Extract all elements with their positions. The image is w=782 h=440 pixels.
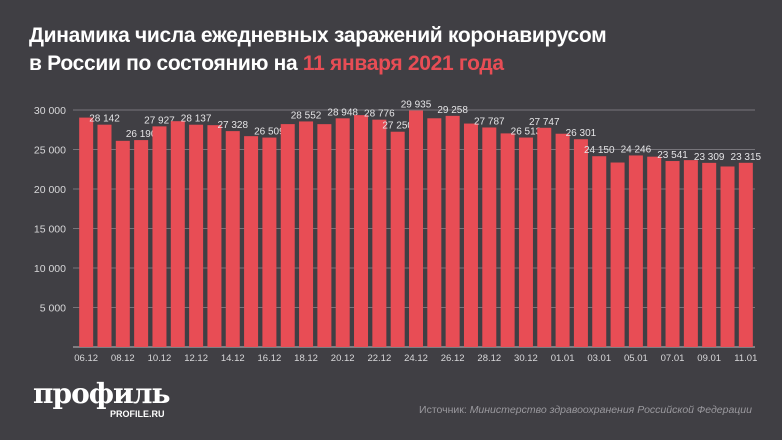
data-label: 26 190 [126, 129, 157, 140]
bar-03.01 [592, 156, 607, 347]
title-line-2: в России по состоянию на [29, 52, 303, 75]
data-label: 28 142 [89, 114, 120, 125]
bar-13.12 [207, 125, 222, 347]
bar-11.01 [738, 162, 753, 347]
data-label: 23 541 [657, 150, 688, 161]
x-tick-label: 14.12 [221, 353, 245, 364]
bar-07.12 [97, 124, 112, 348]
bar-26.12 [445, 115, 460, 347]
bar-14.12 [225, 131, 240, 347]
x-tick-label: 16.12 [258, 353, 282, 364]
data-label: 27 787 [474, 116, 505, 127]
y-tick-label: 10 000 [34, 263, 66, 275]
bar-21.12 [354, 115, 369, 347]
bar-29.12 [500, 133, 515, 347]
data-label: 29 935 [401, 100, 432, 111]
source-text: Министерство здравоохранения Российской … [469, 404, 752, 416]
data-label: 29 258 [437, 105, 468, 116]
data-label: 26 509 [254, 127, 285, 138]
x-tick-label: 01.01 [551, 353, 575, 364]
bar-10.01 [720, 166, 735, 347]
x-tick-label: 07.01 [661, 353, 685, 364]
logo-site: PROFILE.RU [110, 409, 165, 419]
data-label: 27 328 [217, 120, 248, 131]
bar-02.01 [573, 139, 588, 347]
data-label: 28 552 [291, 110, 322, 121]
bar-11.12 [170, 121, 185, 347]
x-tick-label: 28.12 [477, 353, 501, 364]
bar-31.12 [537, 127, 552, 347]
source-note: Источник: Министерство здравоохранения Р… [419, 404, 752, 416]
x-tick-label: 12.12 [184, 353, 208, 364]
x-tick-label: 10.12 [148, 353, 172, 364]
y-tick-label: 5 000 [40, 303, 66, 315]
bar-27.12 [463, 123, 478, 347]
bar-05.01 [628, 155, 643, 347]
bar-07.01 [665, 161, 680, 347]
data-label: 27 250 [382, 121, 413, 132]
data-label: 27 747 [529, 117, 560, 128]
bar-28.12 [482, 127, 497, 347]
data-label: 26 513 [511, 127, 542, 138]
data-label: 28 137 [181, 114, 212, 125]
x-tick-label: 03.01 [587, 353, 611, 364]
x-tick-label: 06.12 [74, 353, 98, 364]
bar-09.12 [134, 140, 149, 347]
bar-25.12 [427, 118, 442, 347]
y-tick-label: 20 000 [34, 184, 66, 196]
data-label: 24 150 [584, 145, 615, 156]
bar-24.12 [409, 110, 423, 348]
source-label: Источник: [419, 404, 467, 416]
y-tick-label: 30 000 [34, 105, 66, 117]
x-tick-label: 30.12 [514, 353, 538, 364]
data-label: 23 315 [731, 152, 762, 163]
data-label: 27 927 [144, 115, 175, 126]
bar-19.12 [317, 124, 332, 348]
bar-04.01 [610, 162, 625, 347]
bar-10.12 [152, 126, 167, 347]
bar-15.12 [244, 136, 259, 347]
bar-20.12 [335, 118, 350, 348]
data-label: 28 948 [327, 107, 358, 118]
bar-06.01 [647, 156, 662, 347]
y-tick-label: 25 000 [34, 145, 66, 157]
bar-09.01 [702, 162, 717, 347]
x-tick-label: 22.12 [367, 353, 391, 364]
bar-08.12 [115, 140, 130, 347]
x-tick-label: 09.01 [697, 353, 721, 364]
x-tick-label: 18.12 [294, 353, 318, 364]
x-tick-label: 11.01 [734, 353, 757, 364]
chart-title: Динамика числа ежедневных заражений коро… [29, 22, 607, 78]
bar-22.12 [372, 119, 387, 347]
bar-01.01 [555, 133, 570, 347]
data-label: 28 776 [364, 109, 395, 120]
y-tick-label: 15 000 [34, 224, 66, 236]
x-tick-label: 24.12 [404, 353, 428, 364]
title-line-1: Динамика числа ежедневных заражений коро… [29, 24, 607, 47]
x-tick-label: 20.12 [331, 353, 355, 364]
x-tick-label: 05.01 [624, 353, 648, 364]
x-tick-label: 26.12 [441, 353, 465, 364]
x-tick-label: 08.12 [111, 353, 135, 364]
data-label: 26 301 [566, 128, 597, 139]
bar-06.12 [79, 117, 94, 347]
bar-23.12 [390, 131, 405, 347]
title-date-highlight: 11 января 2021 года [302, 52, 504, 75]
data-label: 23 309 [694, 152, 725, 163]
bar-18.12 [299, 121, 314, 347]
profile-logo: профиль [33, 377, 171, 410]
bar-30.12 [518, 137, 533, 347]
bar-12.12 [189, 124, 204, 347]
bar-17.12 [280, 124, 295, 347]
bar-08.01 [683, 160, 698, 347]
bar-16.12 [262, 137, 277, 347]
data-label: 24 246 [621, 144, 652, 155]
